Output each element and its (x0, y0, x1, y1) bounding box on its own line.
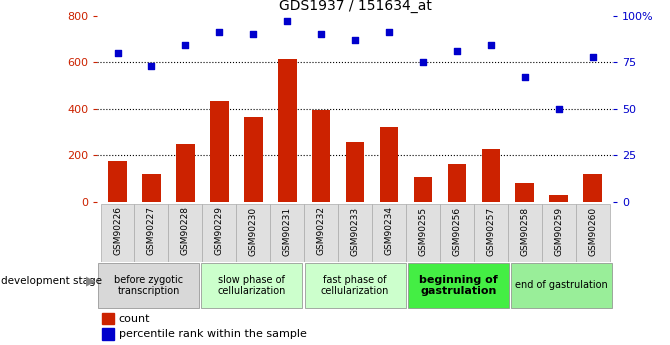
FancyBboxPatch shape (542, 204, 576, 262)
Point (486, 42, 496, 48)
Bar (210, 100, 228, 202)
FancyBboxPatch shape (135, 204, 168, 262)
Text: GSM90229: GSM90229 (215, 206, 224, 256)
Point (452, 48, 462, 54)
Point (282, 18, 293, 24)
Bar (278, 59, 297, 202)
Point (248, 31, 259, 37)
Title: GDS1937 / 151634_at: GDS1937 / 151634_at (279, 0, 431, 13)
Point (350, 37, 360, 42)
Text: GSM90226: GSM90226 (113, 206, 122, 256)
Text: GSM90232: GSM90232 (317, 206, 326, 256)
FancyBboxPatch shape (440, 204, 474, 262)
FancyBboxPatch shape (338, 204, 372, 262)
FancyBboxPatch shape (100, 204, 135, 262)
FancyBboxPatch shape (474, 204, 508, 262)
Point (112, 50, 123, 56)
Point (384, 30, 395, 35)
Text: GSM90259: GSM90259 (554, 206, 563, 256)
Text: beginning of
gastrulation: beginning of gastrulation (419, 275, 498, 296)
Text: GSM90256: GSM90256 (452, 206, 462, 256)
Text: GSM90257: GSM90257 (486, 206, 495, 256)
Bar (108, 161, 127, 202)
Point (553, 106, 564, 111)
Text: GSM90231: GSM90231 (283, 206, 291, 256)
FancyBboxPatch shape (237, 204, 270, 262)
Text: count: count (119, 314, 150, 324)
Bar (142, 174, 161, 202)
Bar (176, 144, 195, 202)
Bar (413, 177, 432, 202)
Bar (482, 149, 500, 202)
Point (519, 74, 530, 80)
Point (214, 30, 224, 35)
Point (180, 42, 191, 48)
Text: end of gastrulation: end of gastrulation (515, 280, 608, 290)
Bar (515, 183, 534, 202)
Text: fast phase of
cellularization: fast phase of cellularization (321, 275, 389, 296)
FancyBboxPatch shape (406, 204, 440, 262)
Bar (244, 117, 263, 202)
Bar (380, 127, 399, 202)
Point (316, 31, 326, 37)
FancyBboxPatch shape (372, 204, 406, 262)
Point (588, 54, 598, 59)
FancyBboxPatch shape (576, 204, 610, 262)
Bar (549, 195, 568, 202)
Text: ▶: ▶ (86, 275, 95, 288)
FancyBboxPatch shape (508, 204, 542, 262)
Bar (448, 164, 466, 202)
Text: GSM90227: GSM90227 (147, 206, 156, 256)
Text: slow phase of
cellularization: slow phase of cellularization (218, 275, 286, 296)
Bar (103, 313, 114, 324)
Text: GSM90260: GSM90260 (588, 206, 597, 256)
Text: GSM90258: GSM90258 (521, 206, 529, 256)
FancyBboxPatch shape (98, 263, 199, 308)
FancyBboxPatch shape (304, 204, 338, 262)
Bar (103, 328, 114, 340)
Bar (584, 174, 602, 202)
Bar (312, 110, 330, 202)
Text: GSM90230: GSM90230 (249, 206, 258, 256)
FancyBboxPatch shape (270, 204, 304, 262)
Point (146, 63, 157, 69)
Text: GSM90233: GSM90233 (350, 206, 360, 256)
FancyBboxPatch shape (168, 204, 202, 262)
Text: before zygotic
transcription: before zygotic transcription (114, 275, 184, 296)
Bar (346, 142, 364, 202)
Text: GSM90234: GSM90234 (385, 206, 393, 256)
Text: development stage: development stage (1, 276, 103, 286)
FancyBboxPatch shape (305, 263, 405, 308)
FancyBboxPatch shape (202, 204, 237, 262)
FancyBboxPatch shape (511, 263, 612, 308)
Point (417, 59, 428, 65)
FancyBboxPatch shape (202, 263, 302, 308)
Text: GSM90228: GSM90228 (181, 206, 190, 256)
Text: percentile rank within the sample: percentile rank within the sample (119, 329, 307, 339)
FancyBboxPatch shape (408, 263, 509, 308)
Text: GSM90255: GSM90255 (419, 206, 427, 256)
